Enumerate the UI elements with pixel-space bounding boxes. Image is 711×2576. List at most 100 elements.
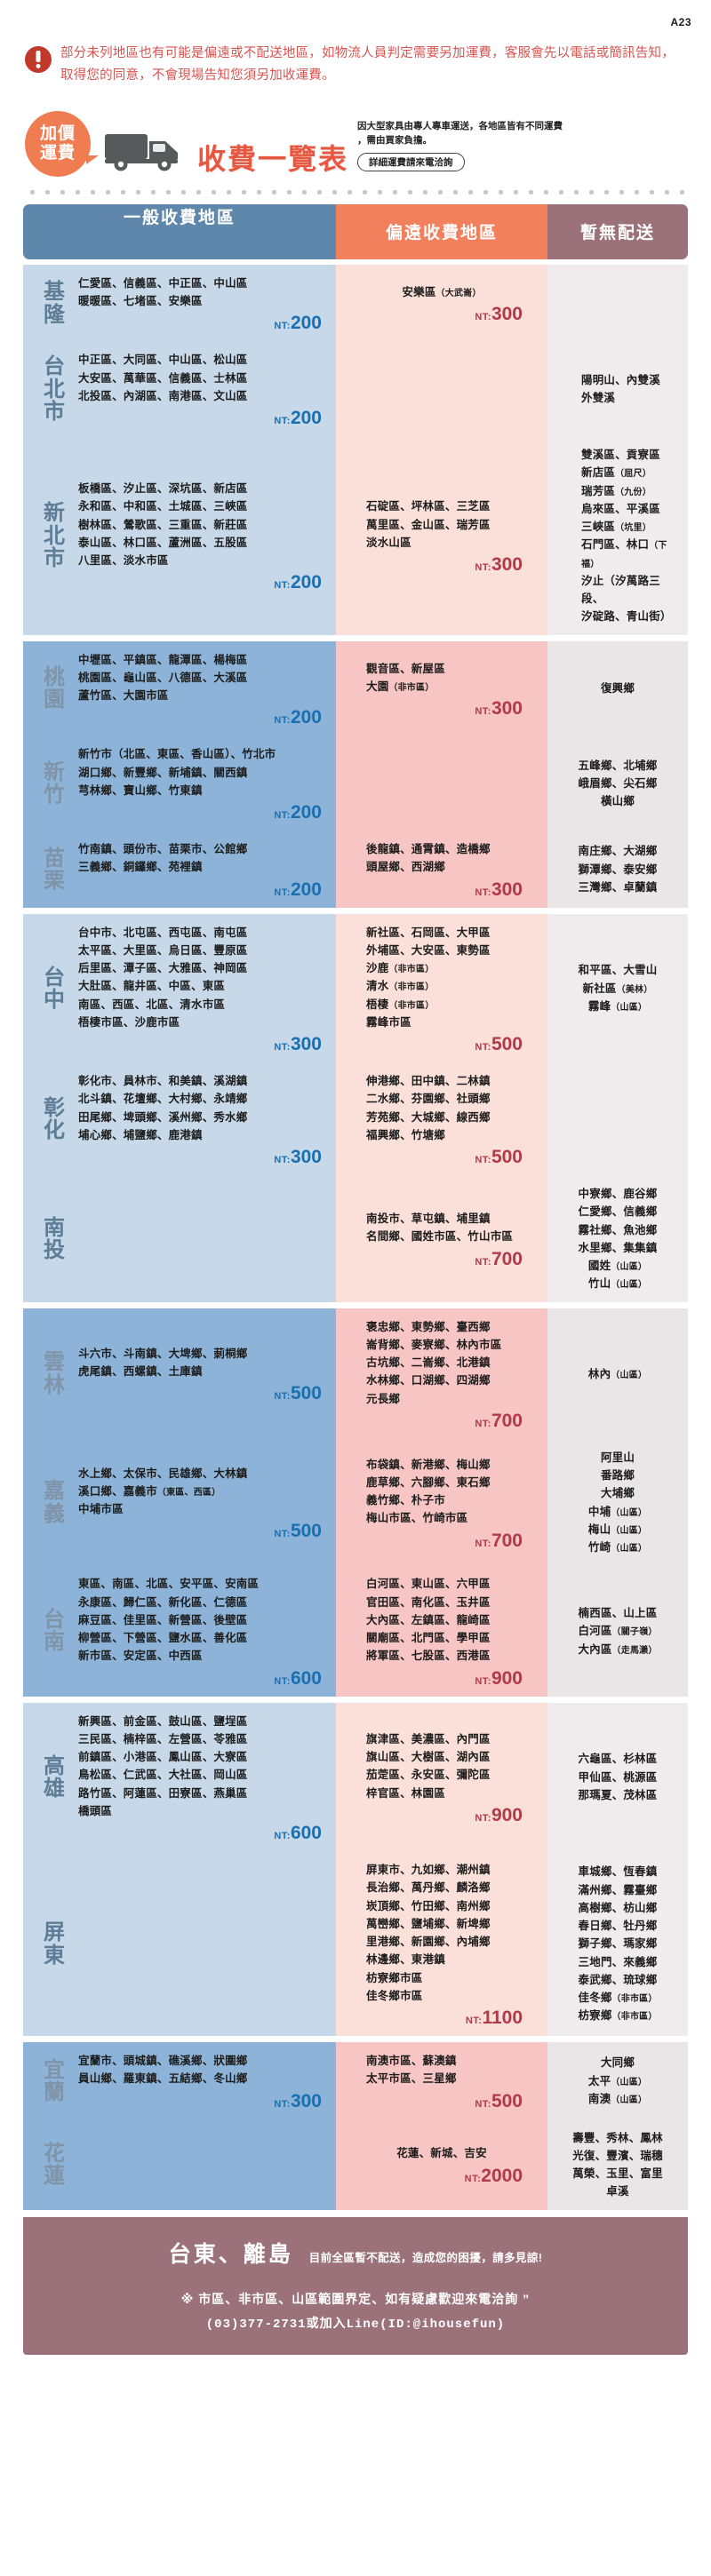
area-line: 湖口鄉、新豐鄉、新埔鎮、關西鎮 (78, 766, 248, 779)
table-row: 新竹新竹市（北區、東區、香山區）、竹北市 湖口鄉、新豐鄉、新埔鎮、關西鎮 芎林鄉、寶… (23, 735, 688, 831)
area-line: 樹林區、鶯歌區、三重區、新莊區 (78, 518, 248, 531)
cell-normal-area: 苗栗竹南鎮、頭份市、苗栗市、公館鄉 三義鄉、銅鑼鄉、苑裡鎮 NT:200 (23, 831, 336, 908)
area-line: 太平市區、三星鄉 (366, 2072, 457, 2086)
area-line: 光復、豐濱、瑞穗 (572, 2149, 663, 2162)
area-line: 霧峰市區 (366, 1015, 411, 1029)
area-line: 烏來區、平溪區 (581, 502, 660, 515)
city-label: 雲林 (44, 1350, 65, 1397)
currency-label: NT: (475, 886, 491, 898)
currency-label: NT: (475, 2098, 491, 2110)
cell-no-delivery-area: 大同鄉 太平（山區） 南澳（山區） (547, 2042, 688, 2119)
footer-contact-line[interactable]: (03)377-2731或加入Line(ID:@ihousefun) (205, 2317, 506, 2332)
area-line: 獅子鄉、瑪家鄉 (578, 1937, 658, 1951)
area-line: 安樂區（大武崙） (402, 285, 482, 298)
area-line: 新店區（屈尺） (581, 466, 651, 480)
normal-area-body: 宜蘭市、頭城鎮、礁溪鄉、狀圍鄉 員山鄉、羅東鎮、五結鄉、冬山鄉 NT:300 (78, 2052, 325, 2111)
price-amount: 300 (491, 698, 523, 720)
cell-remote-area (336, 735, 547, 831)
remote-price: NT:300 (347, 699, 537, 718)
currency-label: NT: (475, 1675, 491, 1687)
area-line: 大園（非市區） (366, 680, 435, 693)
area-line: 梧棲市區、沙鹿市區 (78, 1015, 180, 1029)
area-line: 南投市、草屯鎮、埔里鎮 (366, 1212, 491, 1225)
cell-normal-area: 彰化彰化市、員林市、和美鎮、溪湖鎮 北斗鎮、花壇鄉、大村鄉、永靖鄉 田尾鄉、埤頭鄉、… (23, 1062, 336, 1175)
area-line: 六龜區、杉林區 (578, 1753, 658, 1766)
area-line: 板橋區、汐止區、深坑區、新店區 (78, 482, 248, 496)
area-line: 那瑪夏、茂林區 (578, 1788, 658, 1801)
page-code: A23 (670, 16, 691, 28)
area-line: 斗六市、斗南鎮、大埤鄉、莿桐鄉 (78, 1347, 248, 1360)
remote-area-list: 布袋鎮、新港鄉、梅山鄉 鹿草鄉、六腳鄉、東石鄉 義竹鄉、朴子市 梅山市區、竹崎市區 (347, 1456, 537, 1528)
area-line: 蘆竹區、大園市區 (78, 689, 169, 702)
area-line: 三民區、楠梓區、左營區、苓雅區 (78, 1732, 248, 1745)
cell-remote-area: 石碇區、坪林區、三芝區 萬里區、金山區、瑞芳區 淡水山區 NT:300 (336, 436, 547, 635)
area-line: 春日鄉、牡丹鄉 (578, 1920, 658, 1933)
area-line: 水里鄉、集集鎮 (578, 1241, 658, 1254)
normal-area-body: 斗六市、斗南鎮、大埤鄉、莿桐鄉 虎尾鎮、西螺鎮、土庫鎮 NT:500 (78, 1318, 325, 1430)
remote-price: NT:700 (347, 1250, 537, 1268)
area-line: 霧峰（山區） (587, 999, 648, 1013)
price-amount: 300 (290, 1034, 322, 1054)
normal-area-list: 斗六市、斗南鎮、大埤鄉、莿桐鄉 虎尾鎮、西螺鎮、土庫鎮 (78, 1345, 325, 1381)
area-line: 大同鄉 (600, 2056, 635, 2070)
city-label: 嘉義 (44, 1479, 65, 1526)
no-delivery-list: 中寮鄉、鹿谷鄉 仁愛鄉、信義鄉 霧社鄉、魚池鄉 水里鄉、集集鎮 國姓（山區） 竹山（山區） (558, 1185, 677, 1293)
area-line: 梅山市區、竹崎市區 (366, 1512, 468, 1525)
area-line: 竹山（山區） (587, 1277, 648, 1291)
no-delivery-list: 復興鄉 (558, 680, 677, 697)
area-line: 國姓（山區） (587, 1260, 648, 1272)
price-amount: 600 (290, 1667, 322, 1689)
remote-area-list: 屏東市、九如鄉、潮州鎮 長治鄉、萬丹鄉、麟洛鄉 崁頂鄉、竹田鄉、南州鄉 萬巒鄉、鹽埔鄉… (347, 1861, 537, 2005)
area-line: 永康區、歸仁區、新化區、仁德區 (78, 1595, 248, 1609)
area-line: 永和區、中和區、土城區、三峽區 (78, 500, 248, 513)
no-delivery-list: 六龜區、杉林區 甲仙區、桃源區 那瑪夏、茂林區 (558, 1750, 677, 1804)
no-delivery-list: 林內（山區） (558, 1365, 677, 1383)
cell-remote-area: 新社區、石岡區、大甲區 外埔區、大安區、東勢區 沙鹿（非市區） 清水（非市區） 梧棲（非… (336, 913, 547, 1062)
area-line: 員山鄉、羅東鎮、五結鄉、冬山鄉 (78, 2072, 248, 2086)
area-line: 仁愛鄉、信義鄉 (578, 1205, 658, 1219)
remote-area-list: 白河區、東山區、六甲區 官田區、南化區、玉井區 大內區、左鎮區、龍崎區 關廟區、北門區… (347, 1575, 537, 1665)
normal-price: NT:200 (78, 880, 325, 899)
normal-area-list: 竹南鎮、頭份市、苗栗市、公館鄉 三義鄉、銅鑼鄉、苑裡鎮 (78, 840, 325, 877)
area-line: 獅潭鄉、泰安鄉 (578, 863, 658, 876)
cell-normal-area: 台南東區、南區、北區、安平區、安南區 永康區、歸仁區、新化區、仁德區 麻豆區、佳里區… (23, 1565, 336, 1697)
table-header-row: 一般收費地區 偏遠收費地區 暫無配送 (23, 203, 688, 259)
cell-no-delivery-area (547, 264, 688, 342)
table-row: 高雄新興區、前金區、鼓山區、鹽埕區 三民區、楠梓區、左營區、苓雅區 前鎮區、小港區、… (23, 1702, 688, 1851)
remote-price: NT:300 (347, 555, 537, 574)
area-line: 芳苑鄉、大城鄉、線西鄉 (366, 1110, 491, 1124)
area-line: 崙背鄉、麥寮鄉、林內市區 (366, 1338, 502, 1351)
remote-area-list: 南澳市區、蘇澳鎮 太平市區、三星鄉 (347, 2052, 537, 2088)
cell-normal-area: 南投 (23, 1175, 336, 1302)
no-delivery-footer: 台東、離島 目前全區暫不配送，造成您的困擾，請多見諒! ※ 市區、非市區、山區範… (23, 2216, 688, 2355)
currency-label: NT: (274, 416, 291, 426)
normal-area-list: 中正區、大同區、中山區、松山區 大安區、萬華區、信義區、士林區 北投區、內湖區、南港… (78, 351, 325, 405)
contact-pill[interactable]: 詳細運費請來電洽詢 (357, 152, 465, 171)
table-row: 基隆仁愛區、信義區、中正區、中山區 暖暖區、七堵區、安樂區 NT:200 安樂區（大武… (23, 264, 688, 342)
notice-text: 部分未列地區也有可能是偏遠或不配送地區，如物流人員判定需要另加運費，客服會先以電… (60, 46, 675, 83)
city-label: 台北市 (44, 354, 65, 424)
remote-area-list: 觀音區、新屋區 大園（非市區） (347, 660, 537, 696)
table-row: 桃園中壢區、平鎮區、龍潭區、楊梅區 桃園區、龜山區、八德區、大溪區 蘆竹區、大園市區… (23, 640, 688, 736)
area-line: 義竹鄉、朴子市 (366, 1494, 445, 1507)
area-line: 桃園區、龜山區、八德區、大溪區 (78, 671, 248, 684)
normal-price: NT:600 (78, 1824, 325, 1842)
exclamation-circle-icon (25, 46, 52, 73)
area-line: 暖暖區、七堵區、安樂區 (78, 295, 203, 307)
normal-price: NT:200 (78, 409, 325, 427)
currency-label: NT: (274, 580, 291, 592)
remote-price: NT:500 (347, 1148, 537, 1166)
cell-no-delivery-area (547, 1062, 688, 1175)
area-line: 水上鄉、太保市、民雄鄉、大林鎮 (78, 1467, 248, 1480)
area-line: 古坑鄉、二崙鄉、北港鎮 (366, 1356, 491, 1369)
area-line: 汐碇路、青山街） (581, 610, 672, 624)
normal-area-list: 中壢區、平鎮區、龍潭區、楊梅區 桃園區、龜山區、八德區、大溪區 蘆竹區、大園市區 (78, 651, 325, 705)
normal-area-list: 水上鄉、太保市、民雄鄉、大林鎮 溪口鄉、嘉義市（東區、西區） 中埔市區 (78, 1465, 325, 1519)
cell-normal-area: 宜蘭宜蘭市、頭城鎮、礁溪鄉、狀圍鄉 員山鄉、羅東鎮、五結鄉、冬山鄉 NT:300 (23, 2042, 336, 2119)
currency-label: NT: (475, 312, 491, 323)
area-line: 中埔市區 (78, 1503, 124, 1516)
area-line: 竹南鎮、頭份市、苗栗市、公館鄉 (78, 843, 248, 855)
area-line: 泰武鄉、琉球鄉 (578, 1973, 658, 1986)
area-line: 水林鄉、口湖鄉、四湖鄉 (366, 1374, 491, 1387)
area-line: 復興鄉 (600, 682, 635, 696)
